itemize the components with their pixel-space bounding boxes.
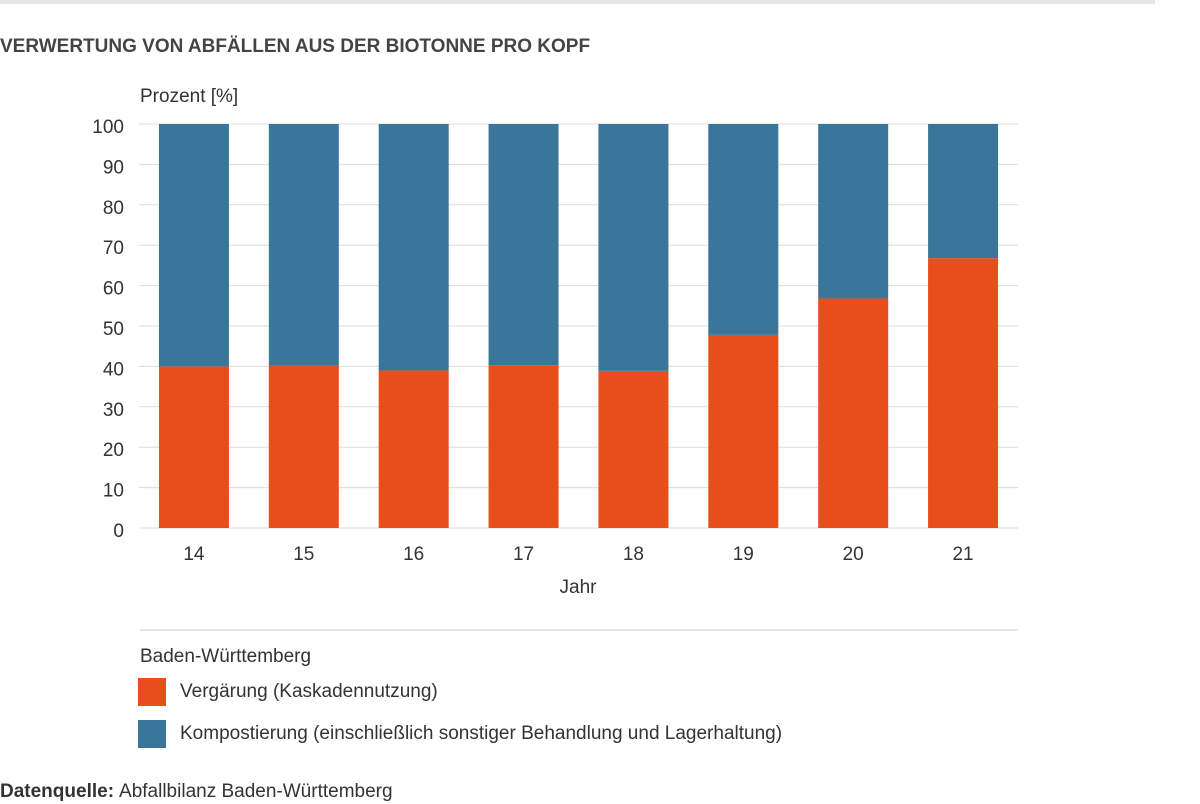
y-tick-label: 70 [103, 238, 124, 259]
bar-segment [378, 370, 449, 528]
bar-segment [488, 365, 559, 528]
top-bar [0, 0, 1155, 4]
y-tick-label: 40 [103, 359, 124, 380]
x-tick-label: 21 [952, 544, 973, 565]
legend-title: Baden-Württemberg [140, 646, 311, 667]
x-tick-label: 18 [623, 544, 644, 565]
bar-segment [928, 258, 999, 528]
source: Abfallbilanz Baden-Württemberg [119, 781, 393, 802]
bar-segment [158, 124, 229, 367]
y-tick-label: 30 [103, 400, 124, 421]
bar-segment [818, 124, 889, 299]
bar-segment [378, 124, 449, 371]
bar-segment [268, 365, 339, 528]
legend-swatch [138, 720, 166, 748]
x-axis-label: Jahr [560, 577, 598, 598]
y-tick-label: 20 [103, 440, 124, 461]
x-tick-label: 17 [513, 544, 534, 565]
y-tick-label: 50 [103, 319, 124, 340]
y-tick-label: 60 [103, 279, 124, 300]
bar-segment [598, 370, 669, 528]
chart-title: VERWERTUNG VON ABFÄLLEN AUS DER BIOTONNE… [0, 36, 590, 57]
x-tick-label: 20 [843, 544, 864, 565]
bar-segment [158, 366, 229, 528]
bar-segment [708, 334, 779, 528]
bar-segment [488, 124, 559, 366]
bar-segment [818, 298, 889, 528]
bar-segment [268, 124, 339, 366]
x-tick-label: 19 [733, 544, 754, 565]
y-tick-label: 100 [92, 117, 124, 138]
source-label: Datenquelle: [0, 781, 114, 802]
legend-label: Vergärung (Kaskadennutzung) [180, 681, 438, 702]
y-tick-label: 90 [103, 157, 124, 178]
y-tick-label: 0 [113, 521, 124, 542]
y-tick-label: 80 [103, 198, 124, 219]
bar-segment [928, 124, 999, 259]
bar-segment [598, 124, 669, 371]
x-tick-label: 14 [183, 544, 205, 565]
legend-swatch [138, 678, 166, 706]
y-tick-label: 10 [103, 481, 124, 502]
y-axis-label: Prozent [%] [140, 86, 238, 107]
bar-segment [708, 124, 779, 335]
legend-label: Kompostierung (einschließlich sonstiger … [180, 723, 782, 744]
x-tick-label: 15 [293, 544, 314, 565]
x-tick-label: 16 [403, 544, 424, 565]
